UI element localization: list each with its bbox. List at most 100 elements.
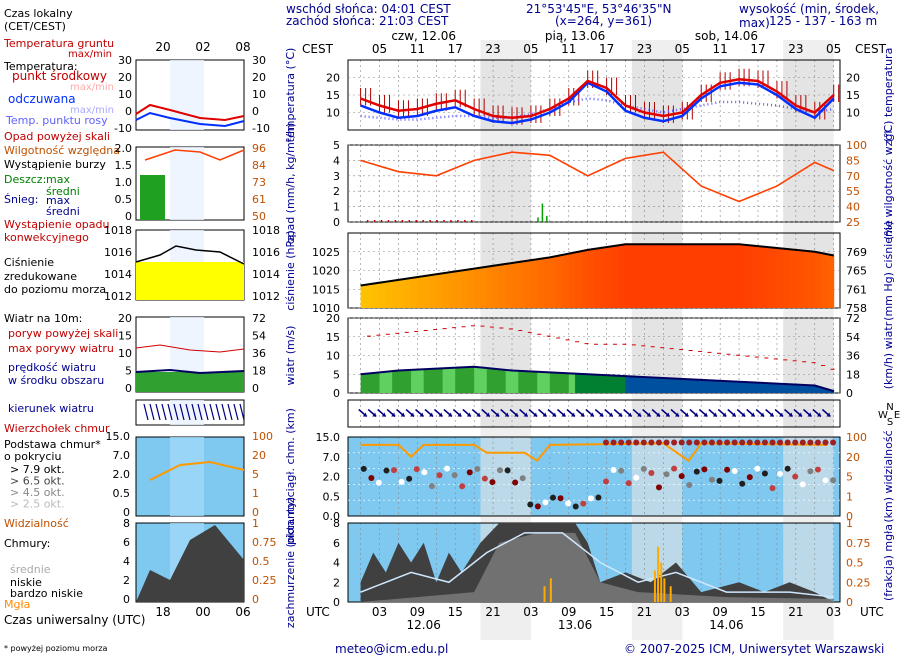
pressure-column [398, 279, 406, 308]
legend-text: o pokryciu [4, 450, 61, 463]
okt-label: > 2.5 okt. [10, 498, 65, 511]
pressure-column [360, 285, 368, 308]
legend-text: punkt środkowy [12, 69, 107, 83]
cover-tick: 0 [123, 593, 130, 606]
fog-bar [653, 570, 656, 602]
tick-label: 0.5 [323, 490, 341, 503]
wind-arrow-head [627, 412, 632, 417]
day-top: czw, 12.06 [391, 29, 456, 43]
precip-occurrence [401, 220, 404, 222]
legend-text: Chmury: [4, 537, 50, 550]
legend-wind-arrow [203, 403, 209, 421]
legend-wind-arrow [143, 403, 149, 421]
utc-tick: 18 [155, 605, 170, 619]
cover-tick: 6 [123, 536, 130, 549]
tick-label: 54 [846, 331, 860, 344]
wind-arrow-head [608, 412, 613, 417]
legend-wind-arrow [149, 403, 155, 421]
panel-right-label: (mm Hg) ciśnienie [882, 220, 895, 321]
legend-wind-arrow [161, 403, 167, 421]
cloud-base-dot [814, 466, 821, 473]
fog-bar [660, 562, 663, 602]
wind-arrow-head [476, 412, 481, 417]
wind-arrow-head [712, 412, 717, 417]
pressure-column [776, 248, 784, 308]
tick-label: 100 [846, 139, 867, 152]
local-tick: 20 [155, 40, 170, 54]
panel-left-label: opad (mm/h, kg/m²/h) [284, 123, 297, 244]
hour-bottom: 09 [561, 605, 576, 619]
pressure-column [543, 257, 551, 308]
cloud-tick: 2.0 [113, 468, 131, 481]
cloud-base-dot [830, 477, 837, 484]
wind-arrow-head [438, 412, 443, 417]
pressure-column [512, 262, 519, 308]
wind-column [776, 383, 784, 393]
cloud-base-dot [814, 439, 821, 446]
hour-top: 05 [523, 42, 538, 56]
fog-bar [657, 546, 660, 602]
wind-arrow-head [741, 412, 746, 417]
pressure-column [467, 269, 475, 308]
panel-right-label: (km/h) wiatr [882, 321, 895, 389]
pressure-column [411, 277, 418, 308]
panel-precip [347, 144, 841, 223]
hour-top: 11 [561, 42, 576, 56]
tick-label: 1 [333, 201, 340, 214]
hour-top: 17 [599, 42, 614, 56]
pressure-column [556, 255, 563, 308]
apparent-temp-line [360, 81, 835, 125]
legend-wind-fill [136, 372, 244, 392]
precip-occurrence [422, 220, 424, 222]
cloud-base-dot [383, 467, 390, 474]
tick-label: 0 [333, 216, 340, 229]
wind-column [411, 369, 418, 393]
tick-label: 0.5 [846, 557, 864, 570]
wind-arrow-head [646, 412, 651, 417]
wind-column [732, 381, 740, 393]
hour-bottom: 15 [448, 605, 463, 619]
cloud-base-dot [822, 439, 829, 446]
panel-left-label: pion. rozciągł. chm. (km) [284, 408, 297, 545]
tick-label: 5 [846, 471, 853, 484]
pressure-column [751, 245, 759, 308]
legend-text: Temp. punktu rosy [5, 114, 108, 127]
tick-label: 1 [846, 517, 853, 530]
pressure-column [795, 250, 803, 308]
pressure-tick-r: 1016 [252, 246, 280, 259]
cloud-base-dot [421, 469, 428, 476]
compass-w: W [878, 410, 888, 421]
cloud-base-dot [807, 439, 814, 446]
wind-arrow-head [485, 412, 490, 417]
wind-column [423, 369, 431, 393]
legend-text: Ciśnienie [4, 256, 54, 269]
wind-kmh-tick: 36 [252, 347, 266, 360]
temp-tick-r: 20 [252, 71, 266, 84]
pressure-column [568, 253, 576, 308]
legend-night [170, 400, 204, 425]
cloud-base-dot [474, 466, 481, 473]
pressure-column [373, 283, 381, 308]
hour-top: 23 [485, 42, 500, 56]
precip-occurrence [380, 220, 383, 222]
wind-arrow-head [372, 412, 377, 417]
tick-label: 2.0 [323, 471, 341, 484]
wind-column [745, 382, 753, 393]
wind-arrow-head [466, 412, 471, 417]
pressure-column [770, 247, 778, 308]
cloud-base-dot [489, 479, 496, 486]
wind-arrow-head [419, 412, 424, 417]
wind-arrow-head [589, 412, 594, 417]
compass-s: S [887, 417, 893, 428]
precip-occurrence [429, 220, 431, 222]
wind-arrow-head [684, 412, 689, 417]
temp-tick: 20 [118, 71, 132, 84]
cover-tick: 2 [123, 574, 130, 587]
pressure-column [631, 244, 639, 308]
panel-right-label: (km) widzialność [882, 430, 895, 522]
wind-arrow-head [675, 412, 679, 417]
legend-text: konwekcyjnego [4, 231, 89, 244]
wind-tick: 5 [125, 365, 132, 378]
pressure-column [404, 278, 412, 308]
pressure-column [726, 244, 734, 308]
